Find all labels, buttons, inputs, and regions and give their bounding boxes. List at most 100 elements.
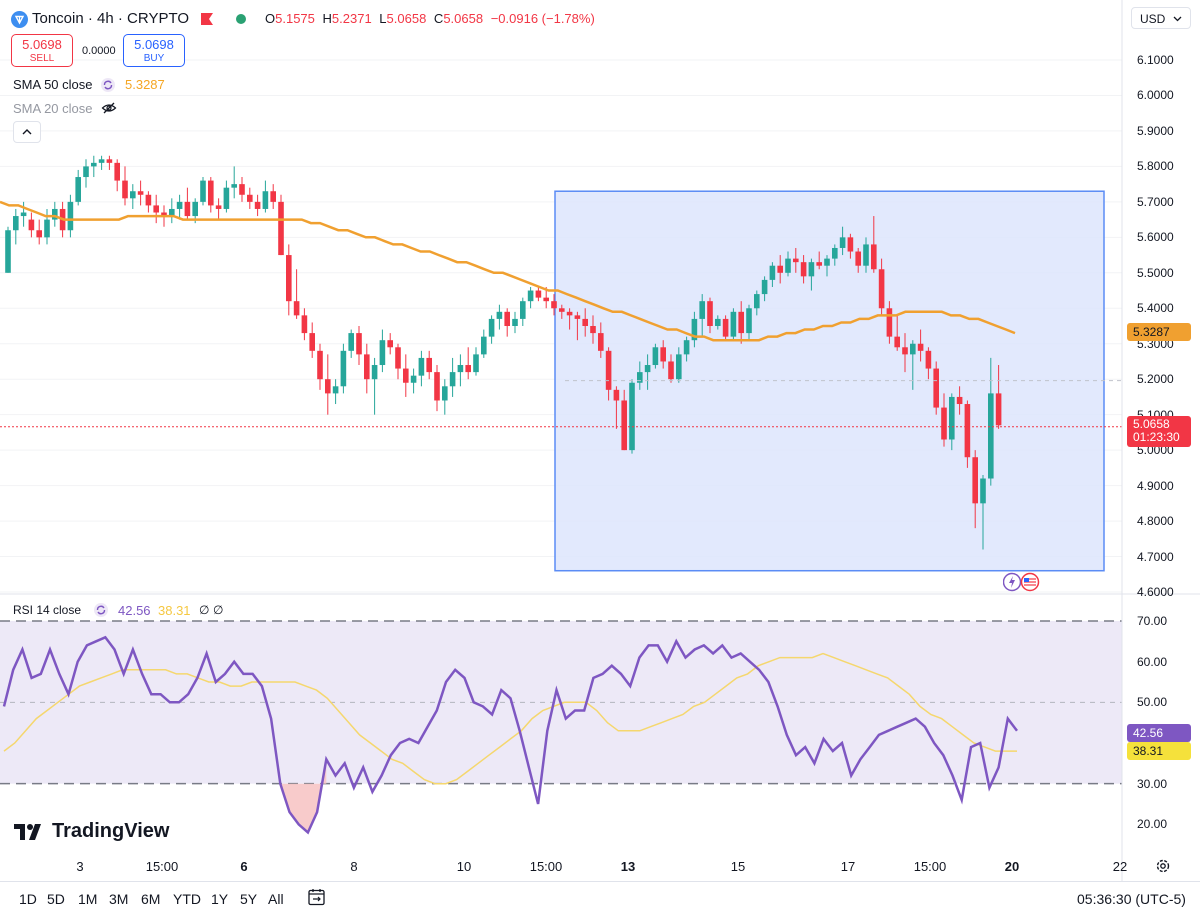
rsi-ma-tag: 38.31 xyxy=(1127,742,1191,760)
candle-body xyxy=(106,159,113,163)
time-tick: 8 xyxy=(350,859,358,874)
candle-body xyxy=(20,212,27,217)
candle-body xyxy=(964,404,971,458)
candle-body xyxy=(36,230,42,238)
flag-icon[interactable] xyxy=(200,12,214,26)
range-button-6m[interactable]: 6M xyxy=(141,891,161,907)
candle-body xyxy=(184,201,191,217)
sma50-settings-icon[interactable] xyxy=(100,77,116,93)
range-button-ytd[interactable]: YTD xyxy=(173,891,201,907)
rsi-ma-value: 38.31 xyxy=(158,603,191,618)
candle-body xyxy=(410,375,417,383)
candle-body xyxy=(403,368,409,383)
price-tick: 4.9000 xyxy=(1137,478,1174,493)
candle-body xyxy=(847,237,854,252)
candle-body xyxy=(566,311,573,316)
candle-body xyxy=(67,201,74,231)
candle-body xyxy=(941,407,947,440)
candle-body xyxy=(231,184,237,188)
sma-price-tag: 5.3287 xyxy=(1127,323,1191,341)
candle-body xyxy=(332,386,339,394)
range-button-1d[interactable]: 1D xyxy=(19,891,37,907)
rsi-tick: 50.00 xyxy=(1137,695,1168,710)
clock-timezone[interactable]: 05:36:30 (UTC-5) xyxy=(1077,891,1186,907)
candle-body xyxy=(894,336,900,348)
candle-body xyxy=(613,389,620,401)
candle-body xyxy=(598,333,604,351)
rsi-tick: 30.00 xyxy=(1137,776,1168,791)
market-status-icon[interactable] xyxy=(236,14,246,24)
candle-body xyxy=(293,301,300,316)
candle-body xyxy=(832,247,838,259)
candle-body xyxy=(161,212,167,217)
candle-body xyxy=(215,205,222,209)
candle-body xyxy=(356,333,362,355)
time-tick: 17 xyxy=(840,859,856,874)
candle-body xyxy=(262,191,269,209)
chevron-up-icon xyxy=(22,129,32,135)
range-button-all[interactable]: All xyxy=(268,891,284,907)
price-tick: 4.6000 xyxy=(1137,585,1174,599)
range-button-1y[interactable]: 1Y xyxy=(211,891,229,907)
range-button-5d[interactable]: 5D xyxy=(47,891,65,907)
price-tick: 5.2000 xyxy=(1137,372,1174,387)
symbol-title[interactable]: Toncoin · 4h · CRYPTO xyxy=(32,10,190,27)
candle-body xyxy=(137,191,144,195)
sma50-value: 5.3287 xyxy=(125,77,165,92)
currency-button[interactable]: USD xyxy=(1131,7,1191,29)
rsi-oversold-fill xyxy=(271,759,327,833)
settings-gear-icon[interactable] xyxy=(1155,858,1171,879)
candle-body xyxy=(395,347,401,369)
candle-body xyxy=(153,205,159,213)
event-markers[interactable] xyxy=(1002,572,1043,597)
time-tick: 6 xyxy=(240,859,248,874)
candle-body xyxy=(878,269,885,309)
candle-body xyxy=(629,382,635,451)
range-button-1m[interactable]: 1M xyxy=(78,891,98,907)
candle-body xyxy=(317,350,323,380)
candle-body xyxy=(683,340,690,355)
candle-body xyxy=(286,255,292,302)
candle-body xyxy=(348,333,354,351)
range-button-3m[interactable]: 3M xyxy=(109,891,129,907)
candle-body xyxy=(707,301,713,327)
candle-body xyxy=(886,308,893,337)
range-button-5y[interactable]: 5Y xyxy=(240,891,258,907)
candle-body xyxy=(247,194,253,202)
candle-body xyxy=(145,194,152,206)
candle-body xyxy=(192,201,198,217)
rsi-line xyxy=(2,635,1018,835)
candle-body xyxy=(98,159,105,163)
candle-body xyxy=(590,326,596,334)
candle-body xyxy=(956,396,963,405)
candle-body xyxy=(457,365,464,373)
tradingview-brand[interactable]: TradingView xyxy=(52,820,170,842)
price-tick: 5.8000 xyxy=(1137,159,1174,174)
collapse-legend-button[interactable] xyxy=(13,121,41,143)
sell-button[interactable]: 5.0698 SELL xyxy=(11,34,73,67)
candle-body xyxy=(605,350,612,390)
candle-body xyxy=(676,354,682,380)
candle-body xyxy=(364,354,370,380)
candle-body xyxy=(434,372,440,401)
date-range-icon[interactable] xyxy=(307,887,327,912)
candle-body xyxy=(699,301,705,319)
candle-body xyxy=(176,201,183,209)
close-value: 5.0658 xyxy=(443,11,484,26)
sma20-legend[interactable]: SMA 20 close xyxy=(13,101,93,116)
sma50-legend[interactable]: SMA 50 close xyxy=(13,77,93,92)
time-tick: 15 xyxy=(730,859,746,874)
eye-hidden-icon[interactable] xyxy=(101,100,117,116)
rsi-settings-icon[interactable] xyxy=(93,602,109,618)
candle-body xyxy=(481,336,487,355)
rsi-legend[interactable]: RSI 14 close xyxy=(13,603,82,617)
price-tick: 5.7000 xyxy=(1137,194,1174,209)
candle-body xyxy=(371,365,378,380)
candle-body xyxy=(754,294,760,309)
buy-button[interactable]: 5.0698 BUY xyxy=(123,34,185,67)
candle-body xyxy=(785,258,791,273)
rsi-tick: 70.00 xyxy=(1137,614,1168,628)
last-price: 5.0658 xyxy=(1133,417,1170,431)
candle-body xyxy=(254,201,261,209)
